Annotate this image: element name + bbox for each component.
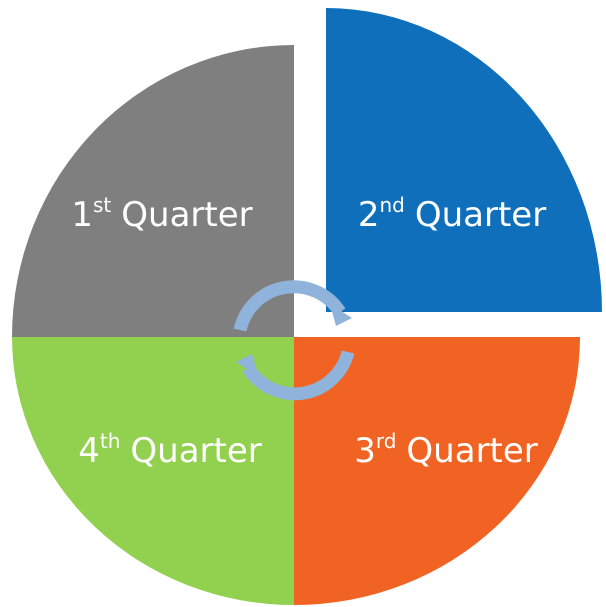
quarter-segment xyxy=(294,337,580,605)
segments xyxy=(12,8,602,605)
label-suffix: nd xyxy=(379,193,404,217)
quarter-segment xyxy=(326,8,602,312)
segment-label: 4th Quarter xyxy=(78,429,262,471)
label-number: 4 xyxy=(78,431,100,471)
label-word: Quarter xyxy=(121,195,252,235)
label-suffix: rd xyxy=(376,429,397,453)
labels: 1st Quarter 2nd Quarter 3rd Quarter 4th Quarter xyxy=(71,193,546,471)
arrow-arc xyxy=(233,280,346,332)
label-number: 3 xyxy=(354,431,376,471)
label-suffix: st xyxy=(93,193,111,217)
label-suffix: th xyxy=(100,429,121,453)
label-word: Quarter xyxy=(406,431,537,471)
quarter-segment xyxy=(12,45,294,337)
label-word: Quarter xyxy=(415,195,546,235)
label-number: 1 xyxy=(71,195,93,235)
segment-label: 2nd Quarter xyxy=(358,193,546,235)
label-word: Quarter xyxy=(130,431,261,471)
label-number: 2 xyxy=(358,195,380,235)
arrow-head xyxy=(236,354,258,376)
segment-label: 1st Quarter xyxy=(71,193,252,235)
arrow-head xyxy=(330,304,352,326)
segment-label: 3rd Quarter xyxy=(354,429,538,471)
cycle-arrows xyxy=(233,280,355,401)
quarter-segment xyxy=(12,337,294,605)
arrow-arc xyxy=(242,350,355,401)
